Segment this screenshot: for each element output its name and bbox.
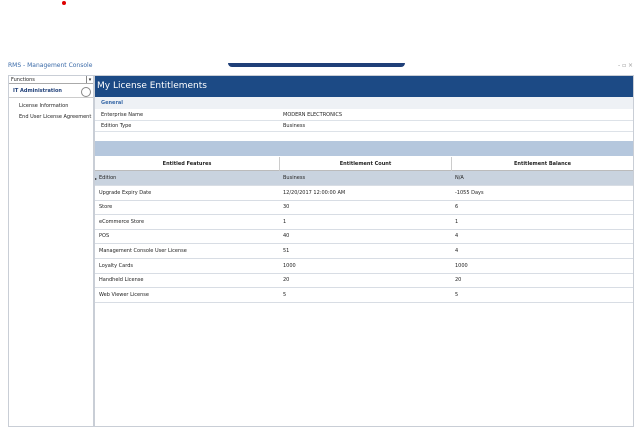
field-value: Business <box>283 123 306 129</box>
table-cell: 5 <box>283 291 287 298</box>
column-header[interactable]: Entitled Features <box>162 161 212 167</box>
general-heading: General <box>95 97 633 109</box>
table-cell: 1 <box>283 218 287 225</box>
table-cell: -1055 Days <box>455 189 484 196</box>
dropdown-text: Functions <box>11 77 35 83</box>
table-cell: Upgrade Expiry Date <box>99 189 152 196</box>
table-cell: 5 <box>455 291 459 298</box>
field-row: Edition Type Business <box>95 121 633 132</box>
table-cell: 4 <box>455 248 459 254</box>
table-cell: 1000 <box>283 262 296 269</box>
table-row: Upgrade Expiry Date 12/20/2017 12:00:00 A… <box>95 186 633 201</box>
table-row: Store 30 6 <box>95 200 633 216</box>
table-cell: 12/20/2017 12:00:00 AM <box>283 189 346 196</box>
sidebar-item[interactable]: End User License Agreement <box>19 114 92 120</box>
field-value: MODERN ELECTRONICS <box>283 112 343 118</box>
table-cell: Web Viewer License <box>99 291 149 298</box>
table-row: POS 40 4 <box>95 229 633 245</box>
red-dot <box>62 1 66 5</box>
row-indicator: ▸ <box>95 176 98 181</box>
table-cell: Loyalty Cards <box>99 262 133 269</box>
table-cell: 20 <box>455 277 462 284</box>
table-cell: 1 <box>455 218 459 225</box>
table-row: Web Viewer License 5 5 <box>95 288 633 303</box>
table-header: Entitled Features Entitlement Count Entitl… <box>95 157 633 171</box>
table-cell: 30 <box>283 204 290 211</box>
table-cell: N/A <box>455 175 464 181</box>
table-cell: 6 <box>455 204 459 211</box>
column-header[interactable]: Entitlement Balance <box>451 157 633 171</box>
table-cell: Store <box>99 204 113 211</box>
section-text: IT Administration <box>13 88 62 94</box>
field-label: Edition Type <box>101 123 132 129</box>
table-row: Management Console User License 51 4 <box>95 244 633 259</box>
table-row: Loyalty Cards 1000 1000 <box>95 259 633 274</box>
table-cell: 1000 <box>455 262 468 269</box>
field-label: Enterprise Name <box>101 112 144 118</box>
main-header: My License Entitlements <box>95 76 633 97</box>
table-cell: Handheld License <box>99 277 144 284</box>
top-bar <box>228 63 405 67</box>
window-title: RMS - Management Console <box>8 62 93 69</box>
section-header[interactable]: IT Administration <box>9 85 93 98</box>
table-cell: 4 <box>455 233 459 240</box>
sidebar: Functions ▾ IT Administration License Inf… <box>8 75 94 427</box>
window-controls[interactable]: - ▫ × <box>618 62 634 69</box>
table-cell: Business <box>283 175 306 181</box>
table-cell: Management Console User License <box>99 248 187 254</box>
table-row: Edition Business N/A ▸ <box>95 171 633 186</box>
table-cell: POS <box>99 233 110 240</box>
column-header[interactable]: Entitlement Count <box>279 157 451 171</box>
table-row: eCommerce Store 1 1 <box>95 215 633 230</box>
table-cell: eCommerce Store <box>99 218 145 225</box>
table-row: Handheld License 20 20 <box>95 273 633 289</box>
table-cell: 20 <box>283 277 290 284</box>
table-cell: 40 <box>283 233 290 240</box>
table-cell: Edition <box>99 175 117 181</box>
dropdown[interactable]: Functions ▾ <box>9 76 93 84</box>
sidebar-item[interactable]: License Information <box>19 103 69 109</box>
table-toolbar <box>95 141 633 156</box>
table-cell: 51 <box>283 248 290 254</box>
field-row: Enterprise Name MODERN ELECTRONICS <box>95 110 633 121</box>
main-panel: My License Entitlements General Enterpri… <box>94 75 634 427</box>
